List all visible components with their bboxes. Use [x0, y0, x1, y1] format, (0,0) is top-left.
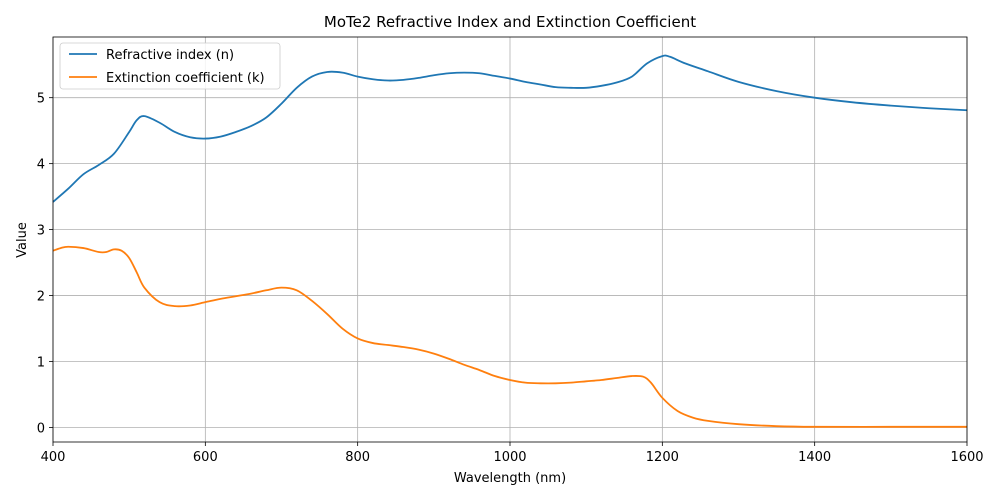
series-line-refractive-index — [52, 54, 968, 203]
x-tick-label: 600 — [193, 450, 218, 465]
y-tick-label: 5 — [37, 92, 45, 107]
legend-label-extinction-coefficient: Extinction coefficient (k) — [106, 71, 265, 86]
legend-box — [59, 42, 281, 90]
x-axis-label: Wavelength (nm) — [454, 471, 566, 486]
x-tick-label: 1400 — [798, 450, 831, 465]
y-tick-label: 1 — [37, 356, 45, 371]
series-lines — [52, 54, 968, 428]
x-axis-ticks: 400 600 800 1000 1200 1400 1600 — [41, 442, 984, 465]
y-tick-label: 4 — [37, 158, 45, 173]
y-axis-label: Value — [15, 222, 30, 258]
chart-title: MoTe2 Refractive Index and Extinction Co… — [324, 13, 696, 31]
x-tick-label: 400 — [41, 450, 66, 465]
y-tick-label: 0 — [37, 421, 45, 436]
legend-label-refractive-index: Refractive index (n) — [106, 48, 234, 63]
x-tick-label: 800 — [345, 450, 370, 465]
y-tick-label: 2 — [37, 290, 45, 305]
legend: Refractive index (n) Extinction coeffici… — [59, 42, 281, 90]
x-tick-label: 1600 — [950, 450, 983, 465]
x-tick-label: 1200 — [646, 450, 679, 465]
series-line-extinction-coefficient — [52, 245, 967, 428]
x-tick-label: 1000 — [493, 450, 526, 465]
y-axis-ticks: 0 1 2 3 4 5 — [37, 92, 53, 436]
y-tick-label: 3 — [37, 224, 45, 239]
